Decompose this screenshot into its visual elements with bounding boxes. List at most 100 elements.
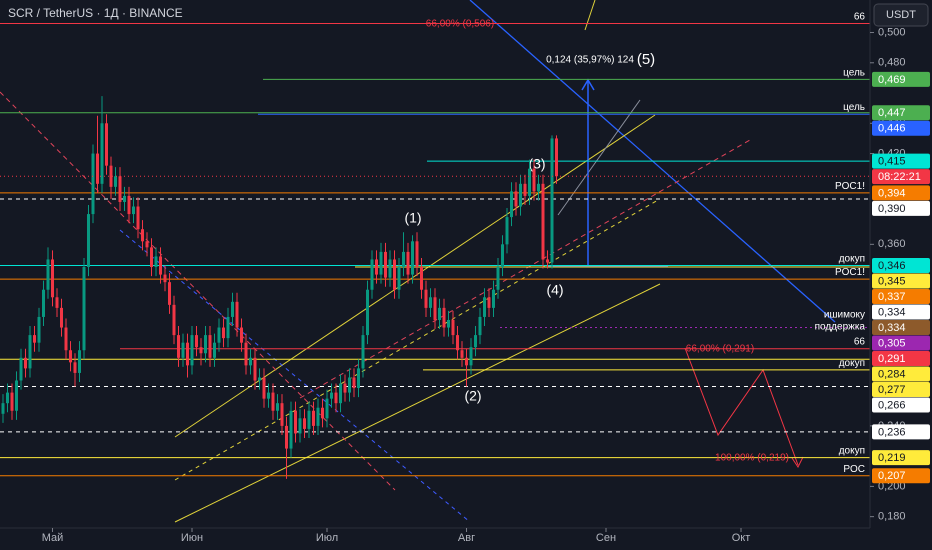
candle-body <box>343 383 347 393</box>
annotation: 0,124 (35,97%) 124 <box>546 55 634 66</box>
level-note-line: POC1! <box>835 267 865 278</box>
candle-body <box>312 410 315 426</box>
candle-body <box>168 282 171 305</box>
candle-body <box>285 425 288 449</box>
candle-body <box>60 307 63 328</box>
candle-body <box>132 206 135 215</box>
price-label <box>872 366 930 382</box>
candle-body <box>424 289 428 308</box>
candle-body <box>73 362 77 373</box>
level-note: докуп <box>839 445 865 456</box>
candle-body <box>447 319 450 328</box>
trend-line <box>584 0 596 31</box>
price-label <box>872 71 930 87</box>
price-label-text: 0,334 <box>878 322 906 334</box>
candle-body <box>514 191 518 207</box>
price-label-text: 0,447 <box>878 107 906 119</box>
y-tick-label: 0,500 <box>878 26 906 38</box>
level-note-line: ишимоку <box>824 309 865 320</box>
level-note: докуп <box>839 253 865 264</box>
price-label <box>872 153 930 169</box>
candle-body <box>541 183 545 260</box>
candle-body <box>496 267 500 290</box>
price-label <box>872 424 930 440</box>
candle-body <box>55 297 59 308</box>
level-note-line: 66 <box>854 336 866 347</box>
level-note: цель <box>843 102 865 113</box>
price-label <box>872 273 930 289</box>
price-label-text: 0,305 <box>878 337 906 349</box>
candle-body <box>528 168 531 196</box>
level-note-line: POC <box>843 463 865 474</box>
price-label-text: 0,284 <box>878 368 906 380</box>
candle-body <box>51 259 54 298</box>
x-tick-label: Июн <box>181 532 203 544</box>
candle-body <box>78 350 81 373</box>
candle-body <box>429 297 432 308</box>
candle-body <box>204 335 207 354</box>
candle-body <box>348 377 351 393</box>
candle-body <box>105 123 108 166</box>
candle-body <box>6 392 9 404</box>
level-note-line: 66 <box>854 11 866 22</box>
price-label-text: 0,207 <box>878 470 906 482</box>
level-note-line: поддержка <box>815 321 866 332</box>
level-note: POC1! <box>835 267 865 278</box>
candle-body <box>163 274 167 283</box>
candle-body <box>253 357 257 381</box>
channel-line <box>174 283 661 523</box>
price-label <box>872 169 930 185</box>
price-label-text: 0,469 <box>878 74 906 86</box>
annotation: (4) <box>546 282 563 298</box>
price-label <box>872 351 930 367</box>
annotation: (3) <box>528 156 545 172</box>
candle-body <box>361 335 365 369</box>
x-tick-label: Май <box>42 532 64 544</box>
candle-body <box>307 410 311 429</box>
price-label <box>872 200 930 216</box>
candle-body <box>109 165 113 187</box>
candle-body <box>388 259 392 278</box>
currency-button[interactable] <box>873 3 929 27</box>
price-label-text: 0,345 <box>878 275 906 287</box>
arrow-head <box>581 78 595 91</box>
candle-body <box>19 357 23 381</box>
candle-body <box>172 304 176 336</box>
candle-body <box>15 380 18 411</box>
candle-body <box>24 357 27 369</box>
candle-body <box>532 168 536 192</box>
trend-line <box>299 139 751 399</box>
candle-body <box>537 183 540 192</box>
candle-body <box>46 259 50 290</box>
candle-body <box>366 289 369 336</box>
annotation: 100,00% (0,219) <box>715 453 789 464</box>
candle-body <box>501 244 504 268</box>
candle-body <box>235 301 239 328</box>
candle-body <box>222 327 225 339</box>
chart-title: SCR / TetherUS · 1Д · BINANCE <box>8 6 183 20</box>
y-tick-label: 0,480 <box>878 57 906 69</box>
channel-line <box>174 114 656 438</box>
y-tick-label: 0,360 <box>878 238 906 250</box>
price-label <box>872 258 930 274</box>
candle-body <box>519 183 522 207</box>
candle-body <box>546 259 549 263</box>
candle-body <box>91 153 95 215</box>
price-label-text: 0,346 <box>878 260 906 272</box>
candle-body <box>438 307 441 320</box>
currency[interactable]: USDT <box>886 9 916 21</box>
candle-body <box>334 392 338 404</box>
candle-body <box>442 307 446 328</box>
candle-body <box>177 335 180 358</box>
candle-body <box>231 301 234 317</box>
candle-body <box>159 256 162 275</box>
candle-body <box>33 335 36 343</box>
candle-body <box>37 316 41 343</box>
candle-body <box>141 229 144 242</box>
level-note: POC <box>843 463 865 474</box>
candle-body <box>433 297 437 320</box>
level-note-line: докуп <box>839 253 865 264</box>
price-label <box>872 289 930 305</box>
candle-body <box>267 392 270 399</box>
projection <box>557 99 641 216</box>
